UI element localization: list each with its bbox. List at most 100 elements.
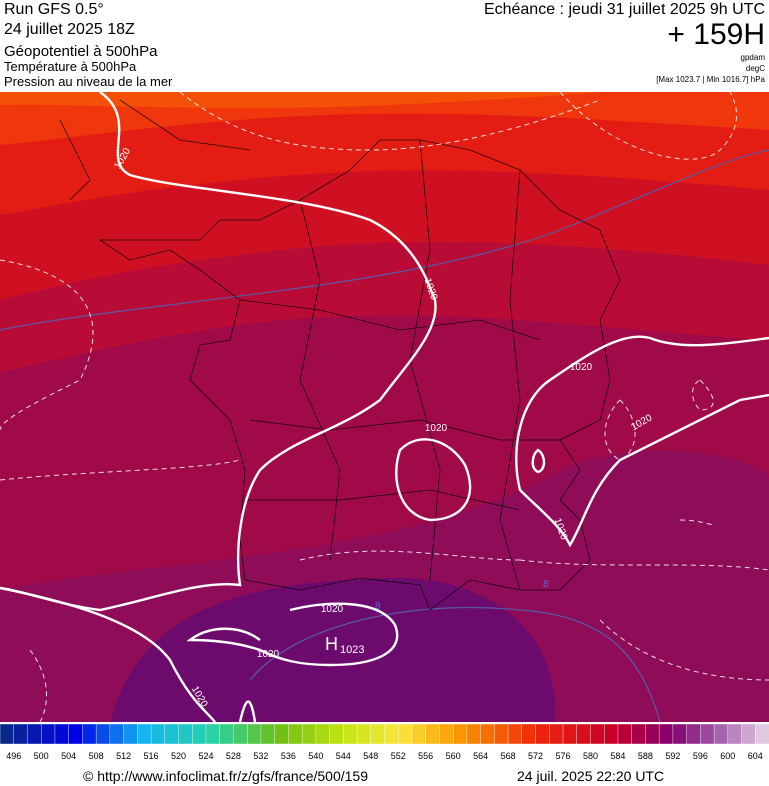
colorbar-swatch	[604, 723, 619, 745]
colorbar-label: 500	[34, 751, 49, 761]
colorbar-swatch	[150, 723, 166, 745]
colorbar-swatch	[27, 723, 42, 745]
temp-field	[0, 92, 600, 109]
valid-time: Echéance : jeudi 31 juillet 2025 9h UTC	[484, 1, 765, 18]
colorbar-swatch	[109, 723, 125, 745]
isobar-label: 1020	[570, 362, 593, 373]
colorbar-label: 600	[720, 751, 735, 761]
colorbar-swatch	[219, 723, 234, 745]
colorbar-swatch	[356, 723, 372, 745]
unit: gpdam	[741, 53, 766, 62]
colorbar-swatch	[727, 723, 743, 745]
colorbar-label: 556	[418, 751, 433, 761]
field-label: Géopotentiel à 500hPa	[4, 43, 158, 60]
colorbar-label: 588	[638, 751, 653, 761]
colorbar-swatch	[192, 723, 207, 745]
colorbar-swatch	[137, 723, 152, 745]
colorbar-label: 512	[116, 751, 131, 761]
colorbar-label: 504	[61, 751, 76, 761]
colorbar-swatch	[95, 723, 111, 745]
colorbar-swatch	[329, 723, 344, 745]
isobar	[186, 602, 399, 667]
colorbar-swatch	[645, 723, 660, 745]
field-label: Pression au niveau de la mer	[4, 74, 173, 89]
colorbar-swatch	[631, 723, 646, 745]
colorbar-label: 604	[748, 751, 763, 761]
colorbar-swatch	[274, 723, 289, 745]
colorbar-label: 568	[501, 751, 516, 761]
colorbar-swatch	[425, 723, 440, 745]
colorbar-label: 592	[665, 751, 680, 761]
colorbar-swatch	[13, 723, 28, 745]
colorbar-swatch	[411, 723, 427, 745]
colorbar-swatch	[384, 723, 399, 745]
isobar-label: 1020	[257, 649, 280, 660]
colorbar-swatch	[439, 723, 454, 745]
colorbar-label: 596	[693, 751, 708, 761]
colorbar-label: 532	[253, 751, 268, 761]
colorbar-swatch	[288, 723, 303, 745]
isobar	[395, 438, 472, 522]
colorbar-label: 508	[89, 751, 104, 761]
colorbar-label: 548	[363, 751, 378, 761]
colorbar-label: 536	[281, 751, 296, 761]
isotherm	[0, 149, 769, 331]
colorbar-label: 528	[226, 751, 241, 761]
colorbar-swatch	[741, 723, 756, 745]
isobar	[515, 335, 769, 548]
colorbar-swatch	[672, 723, 688, 745]
high-value: 1023	[340, 644, 364, 656]
colorbar-label: 524	[198, 751, 213, 761]
colorbar-swatch	[82, 723, 97, 745]
colorbar-label: 584	[610, 751, 625, 761]
colorbar-swatch	[54, 723, 70, 745]
colorbar: 496 500 504 508 512 516 520 524 528 532 536 540 544 5…	[0, 723, 769, 761]
colorbar-label: 564	[473, 751, 488, 761]
colorbar-swatch	[549, 723, 564, 745]
colorbar-swatch	[480, 723, 495, 745]
colorbar-swatch	[590, 723, 605, 745]
isotherm-label: 8	[375, 601, 381, 612]
colorbar-label: 520	[171, 751, 186, 761]
colorbar-label: 572	[528, 751, 543, 761]
colorbar-swatch	[370, 723, 385, 745]
generated-time: 24 juil. 2025 22:20 UTC	[517, 768, 664, 784]
colorbar-label: 540	[308, 751, 323, 761]
colorbar-swatch	[576, 723, 591, 745]
colorbar-swatch	[507, 723, 523, 745]
colorbar-swatch	[343, 723, 358, 745]
colorbar-swatch	[658, 723, 674, 745]
isobar-label: 1020	[425, 423, 448, 434]
isotherm	[249, 606, 661, 722]
colorbar-swatch	[398, 723, 413, 745]
colorbar-swatch	[700, 723, 715, 745]
colorbar-swatch	[686, 723, 701, 745]
colorbar-label: 496	[6, 751, 21, 761]
isobar	[0, 586, 257, 722]
colorbar-swatch	[40, 723, 56, 745]
colorbar-label: 544	[336, 751, 351, 761]
isobar	[531, 448, 546, 474]
colorbar-label: 576	[556, 751, 571, 761]
colorbar-swatch	[205, 723, 221, 745]
high-marker: H	[325, 634, 338, 654]
isotherm-label: 8	[543, 579, 549, 590]
field-label: Température à 500hPa	[4, 59, 137, 74]
colorbar-swatch	[301, 723, 317, 745]
colorbar-swatch	[0, 723, 15, 745]
isobar-label: 1020	[321, 604, 344, 615]
colorbar-swatch	[521, 723, 537, 745]
unit: degC	[746, 64, 765, 73]
colorbar-swatch	[466, 723, 482, 745]
colorbar-label: 516	[144, 751, 159, 761]
temp-field	[110, 578, 556, 722]
country-border	[98, 139, 621, 611]
geopotential-line	[0, 92, 769, 722]
run-date: 24 juillet 2025 18Z	[4, 21, 135, 38]
range: [Max 1023.7 | Min 1016.7] hPa	[656, 75, 765, 84]
colorbar-swatch	[178, 723, 193, 745]
colorbar-swatch	[713, 723, 729, 745]
